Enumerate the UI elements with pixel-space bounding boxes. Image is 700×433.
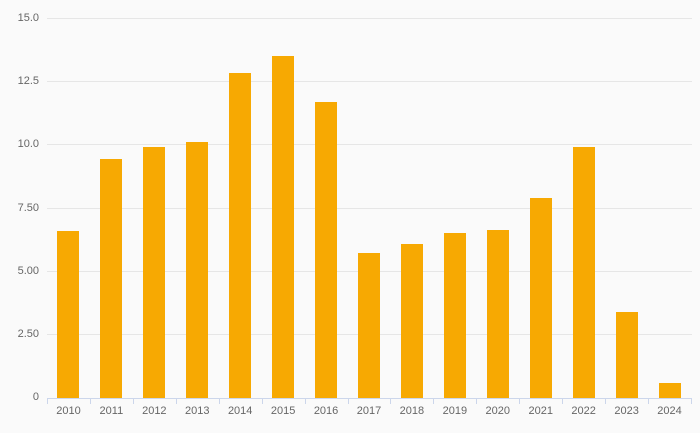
- bar-2023[interactable]: [615, 312, 638, 398]
- bar-2021[interactable]: [529, 198, 552, 398]
- y-axis-tick-label: 2.50: [17, 327, 39, 340]
- gridline: [47, 144, 692, 146]
- y-axis-tick-label: 7.50: [17, 201, 39, 214]
- y-axis-tick-label: 5.00: [17, 264, 39, 277]
- x-axis-tick-label: 2012: [142, 405, 167, 417]
- bar-2010[interactable]: [57, 231, 80, 398]
- bar-2011[interactable]: [100, 159, 123, 398]
- bar-2020[interactable]: [486, 229, 509, 398]
- x-axis-tick-label: 2017: [356, 405, 382, 417]
- y-axis-tick-label: 12.5: [17, 75, 39, 88]
- bar-2018[interactable]: [400, 243, 423, 398]
- x-axis-tick: [390, 398, 391, 404]
- gridline: [47, 18, 692, 19]
- x-axis-tick-label: 2022: [571, 405, 596, 417]
- bar-2019[interactable]: [443, 232, 466, 398]
- x-axis-tick: [176, 398, 177, 404]
- x-axis-tick-label: 2010: [56, 405, 81, 417]
- x-axis-tick-label: 2023: [614, 405, 639, 417]
- x-axis-tick-label: 2024: [657, 405, 682, 417]
- x-axis-tick-label: 2015: [270, 405, 296, 417]
- x-axis-tick-label: 2014: [227, 405, 253, 417]
- x-axis-tick-label: 2016: [313, 405, 339, 417]
- x-axis-tick: [262, 398, 263, 404]
- bar-2022[interactable]: [572, 146, 595, 398]
- x-axis-tick: [305, 398, 306, 404]
- bar-2016[interactable]: [315, 102, 338, 398]
- x-axis-tick: [648, 398, 649, 404]
- bar-2012[interactable]: [143, 146, 166, 398]
- x-axis-tick-label: 2020: [485, 405, 511, 417]
- y-axis-tick-label: 0: [32, 391, 39, 403]
- x-axis-tick: [605, 398, 606, 404]
- gridline: [47, 81, 692, 83]
- x-axis-tick: [133, 398, 134, 404]
- y-axis-tick-label: 10.0: [17, 138, 39, 151]
- x-axis-tick: [433, 398, 434, 404]
- bar-2017[interactable]: [358, 252, 380, 398]
- gridline: [47, 207, 692, 209]
- x-axis-tick: [219, 398, 220, 404]
- x-axis-tick-label: 2018: [399, 405, 425, 417]
- x-axis-tick: [691, 398, 692, 404]
- x-axis-tick: [476, 398, 477, 404]
- x-axis-tick: [519, 398, 520, 404]
- bar-2024[interactable]: [658, 382, 681, 398]
- x-axis-tick: [348, 398, 349, 404]
- x-axis-tick: [47, 398, 48, 404]
- x-axis-tick: [90, 398, 91, 404]
- x-axis-tick-label: 2011: [99, 405, 124, 417]
- x-axis-tick: [562, 398, 563, 404]
- x-axis-tick-label: 2019: [442, 405, 468, 417]
- x-axis-line: [47, 398, 692, 399]
- x-axis-tick-label: 2021: [528, 405, 553, 417]
- bar-2013[interactable]: [186, 141, 209, 398]
- y-axis-tick-label: 15.0: [17, 12, 39, 24]
- bar-2014[interactable]: [229, 73, 252, 398]
- bar-2015[interactable]: [272, 55, 295, 398]
- x-axis-tick-label: 2013: [185, 405, 210, 417]
